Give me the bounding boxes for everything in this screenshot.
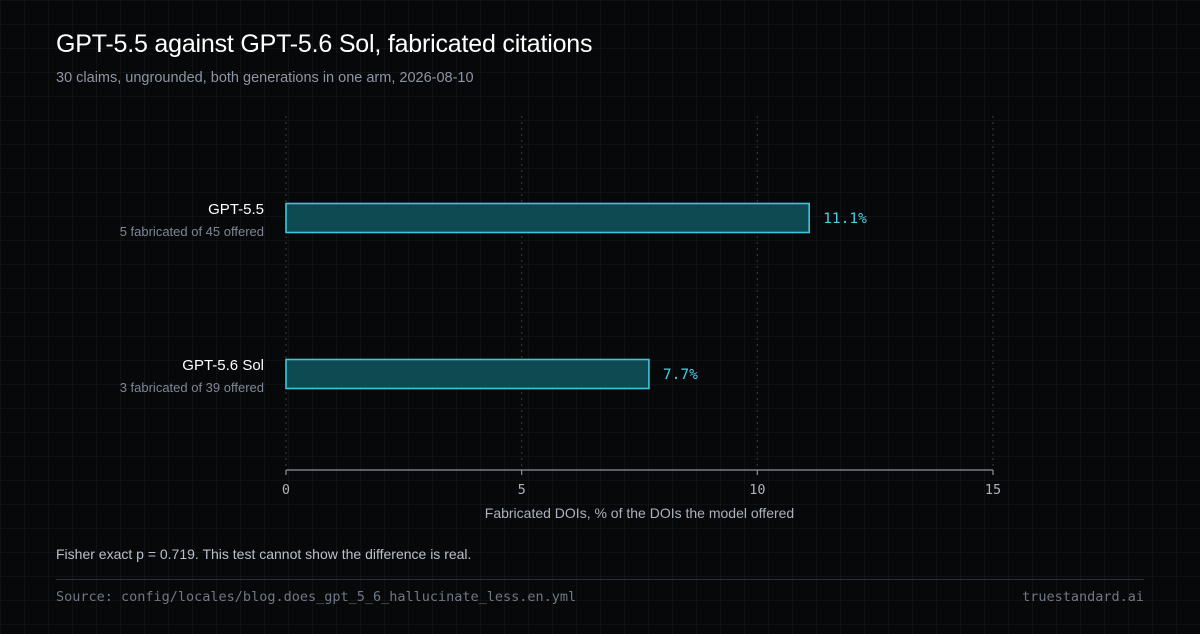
- footer-divider: [56, 579, 1144, 580]
- bar-1: [285, 202, 810, 234]
- source-note: Source: config/locales/blog.does_gpt_5_6…: [56, 589, 577, 605]
- x-tick-label-0: 0: [282, 482, 290, 498]
- footnote: Fisher exact p = 0.719. This test cannot…: [56, 546, 472, 562]
- category-sublabel-2: 3 fabricated of 39 offered: [120, 380, 264, 395]
- x-axis-title: Fabricated DOIs, % of the DOIs the model…: [485, 505, 794, 521]
- category-label-1: GPT-5.5: [208, 201, 264, 218]
- chart-subtitle: 30 claims, ungrounded, both generations …: [56, 70, 474, 86]
- value-label-1: 11.1%: [823, 211, 867, 227]
- bar-2: [285, 358, 650, 390]
- brand-label: truestandard.ai: [1022, 589, 1144, 605]
- value-label-2: 7.7%: [663, 367, 698, 383]
- bar-chart: 11.1% GPT-5.5 5 fabricated of 45 offered 7.…: [120, 116, 1001, 521]
- x-tick-label-5: 5: [518, 482, 526, 498]
- chart-title: GPT-5.5 against GPT-5.6 Sol, fabricated …: [56, 30, 593, 58]
- x-tick-label-10: 10: [749, 482, 765, 498]
- category-label-2: GPT-5.6 Sol: [182, 357, 264, 374]
- category-sublabel-1: 5 fabricated of 45 offered: [120, 224, 264, 239]
- x-tick-label-15: 15: [985, 482, 1001, 498]
